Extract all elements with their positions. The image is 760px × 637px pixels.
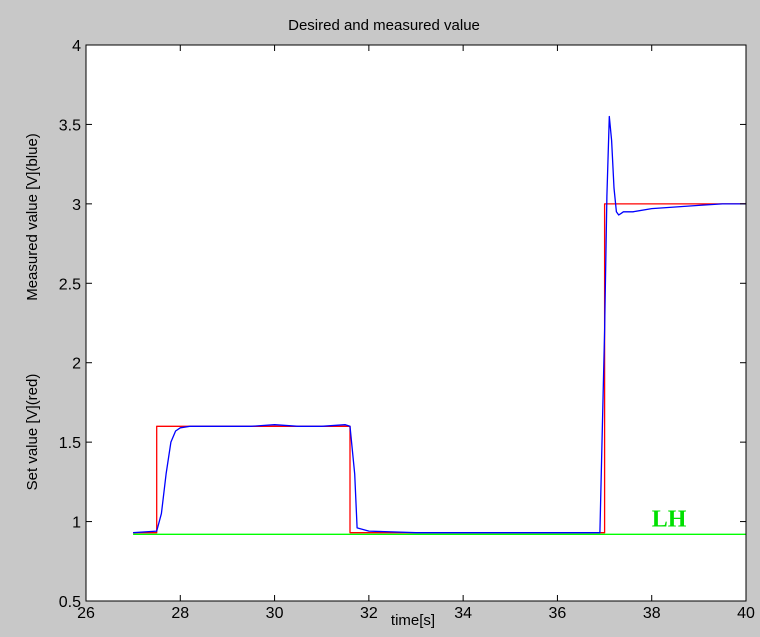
y-tick-label: 0.5	[59, 594, 81, 611]
y-tick-label: 3	[72, 197, 81, 214]
x-tick-label: 30	[266, 605, 284, 622]
annotation-layer: LH	[652, 506, 687, 532]
y-tick-label: 3.5	[59, 117, 81, 134]
series-line-1	[133, 115, 746, 534]
y-axis-label-measured: Measured value [V](blue)	[24, 133, 41, 301]
x-tick-label: 28	[171, 605, 189, 622]
y-tick-label: 1	[72, 515, 81, 532]
x-tick-label: 38	[643, 605, 661, 622]
axes-layer: 26 28 30 32 34 36 38 40 0.5 1 1.5 2 2.5 3 3.5 4	[59, 38, 755, 622]
series-line-0	[133, 203, 746, 534]
series-layer	[133, 115, 746, 535]
x-tick-label: 34	[454, 605, 472, 622]
chart-title: Desired and measured value	[288, 17, 480, 34]
x-tick-label: 40	[737, 605, 755, 622]
x-axis-label: time[s]	[391, 612, 435, 629]
y-tick-label: 2	[72, 356, 81, 373]
axes-box	[85, 44, 747, 602]
plot-area	[86, 45, 746, 601]
y-tick-label: 1.5	[59, 435, 81, 452]
y-tick-label: 4	[72, 38, 81, 55]
x-tick-label: 32	[360, 605, 378, 622]
annotation-label: LH	[652, 506, 687, 532]
y-tick-label: 2.5	[59, 276, 81, 293]
x-tick-label: 26	[77, 605, 95, 622]
x-tick-label: 36	[549, 605, 567, 622]
y-axis-label-set: Set value [V](red)	[24, 374, 41, 491]
